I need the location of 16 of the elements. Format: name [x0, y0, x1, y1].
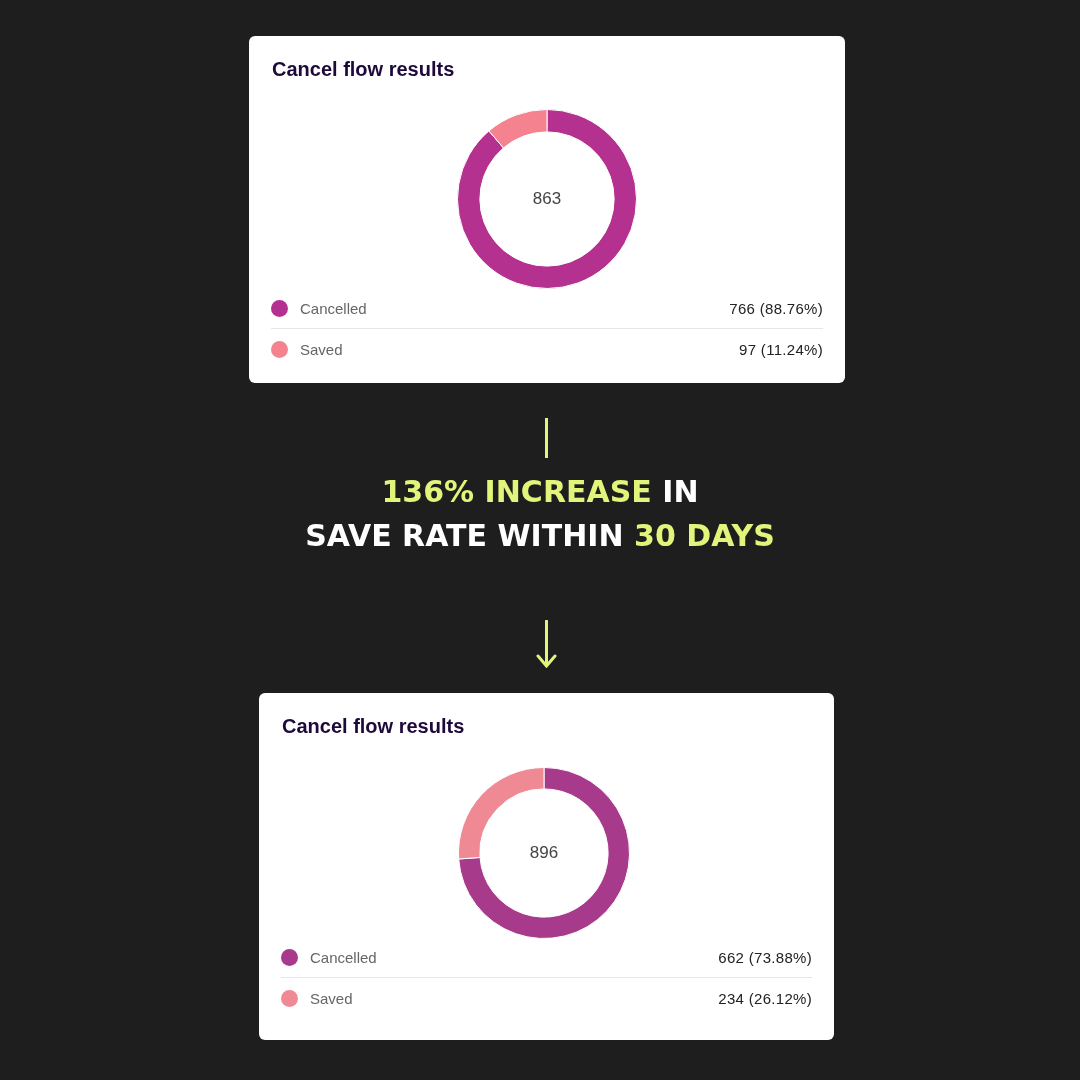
- data-label: 234 (26.12%): [718, 989, 812, 1007]
- legend-label: Saved: [300, 340, 343, 358]
- text: 30 DAYS: [634, 518, 775, 553]
- text: IN: [662, 474, 699, 509]
- text: 863: [532, 188, 562, 208]
- text: 136% INCREASE: [381, 474, 652, 509]
- chart-title: Cancel flow results: [272, 58, 455, 81]
- data-label: 97 (11.24%): [739, 340, 823, 358]
- legend-label: Cancelled: [310, 948, 377, 966]
- text: SAVE RATE WITHIN: [305, 518, 624, 553]
- chart-title: Cancel flow results: [282, 715, 465, 738]
- data-label: 662 (73.88%): [718, 948, 812, 966]
- data-label: 766 (88.76%): [729, 299, 823, 317]
- legend-label: Cancelled: [300, 299, 367, 317]
- legend-label: Saved: [310, 989, 353, 1007]
- text: 896: [529, 842, 559, 862]
